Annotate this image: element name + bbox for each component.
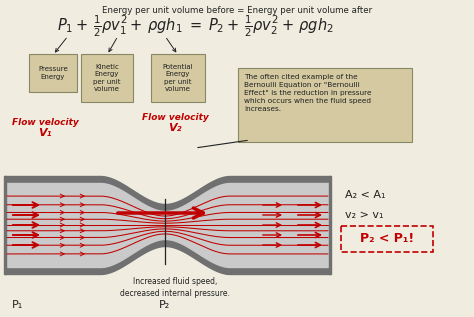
Text: v₂ > v₁: v₂ > v₁ [345,210,383,220]
FancyBboxPatch shape [238,68,412,142]
Text: A₂ < A₁: A₂ < A₁ [345,190,385,200]
Text: Kinetic
Energy
per unit
volume: Kinetic Energy per unit volume [93,64,121,92]
Text: V₂: V₂ [168,123,182,133]
Text: Energy per unit volume before = Energy per unit volume after: Energy per unit volume before = Energy p… [102,6,372,15]
Text: P₂: P₂ [159,300,171,310]
Text: Potential
Energy
per unit
volume: Potential Energy per unit volume [163,64,193,92]
Text: V₁: V₁ [38,128,52,138]
Text: P₁: P₁ [12,300,24,310]
Text: Flow velocity: Flow velocity [12,118,78,127]
FancyBboxPatch shape [81,54,133,102]
Text: Increased fluid speed,
decreased internal pressure.: Increased fluid speed, decreased interna… [120,277,230,298]
Text: Flow velocity: Flow velocity [142,113,209,122]
FancyBboxPatch shape [341,226,433,252]
Text: Pressure
Energy: Pressure Energy [38,66,68,80]
Text: The often cited example of the
Bernoulli Equation or "Bernoulli
Effect" is the r: The often cited example of the Bernoulli… [244,74,372,112]
FancyBboxPatch shape [29,54,77,92]
Text: $P_1 + \,\frac{1}{2}\rho v_1^2 + \,\rho g h_1\; =\; P_2 + \,\frac{1}{2}\rho v_2^: $P_1 + \,\frac{1}{2}\rho v_1^2 + \,\rho … [56,14,333,39]
FancyBboxPatch shape [151,54,205,102]
Text: P₂ < P₁!: P₂ < P₁! [360,232,414,245]
